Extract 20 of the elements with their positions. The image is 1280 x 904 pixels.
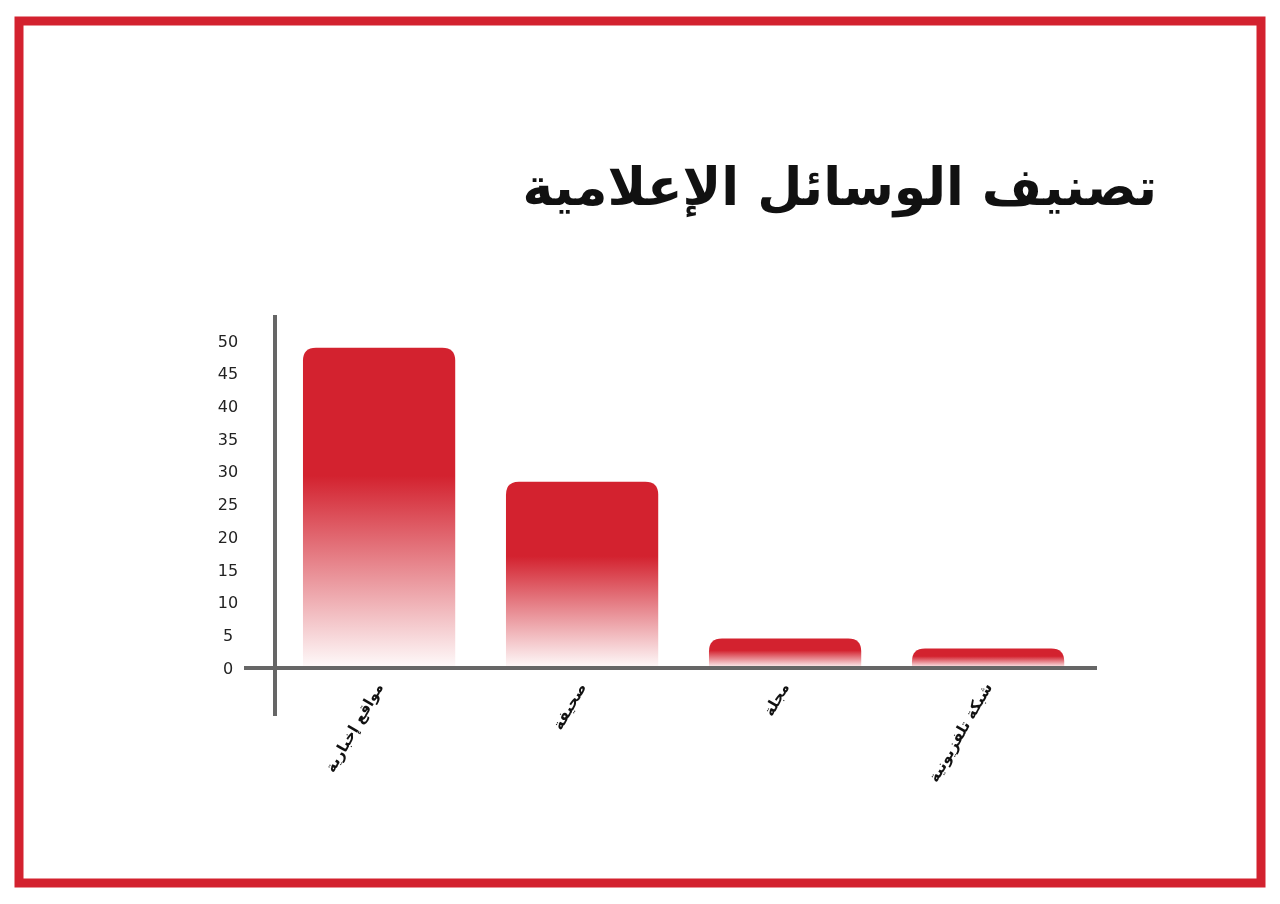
- y-tick-label: 30: [217, 462, 239, 482]
- x-tick-label: مجلة: [759, 679, 794, 720]
- y-tick-label: 20: [217, 527, 239, 547]
- x-tick-label: مواقع إخبارية: [321, 679, 388, 776]
- x-tick-label: صحيفة: [548, 679, 591, 734]
- y-tick-label: 50: [217, 331, 239, 351]
- y-tick-label: 40: [217, 397, 239, 417]
- y-tick-label: 45: [217, 364, 239, 384]
- y-tick-label: 35: [217, 429, 239, 449]
- y-tick-label: 10: [217, 593, 239, 613]
- bar: [708, 638, 862, 668]
- bar: [911, 648, 1065, 668]
- y-tick-label: 15: [217, 560, 239, 580]
- bar: [302, 347, 456, 668]
- bar: [505, 481, 659, 668]
- chart-title: تصنيف الوسائل الإعلامية: [522, 157, 1157, 218]
- x-tick-label: شبكة تلفزيونية: [924, 679, 997, 786]
- y-tick-label: 5: [222, 625, 234, 645]
- y-tick-label: 0: [222, 658, 234, 678]
- y-tick-label: 25: [217, 495, 239, 515]
